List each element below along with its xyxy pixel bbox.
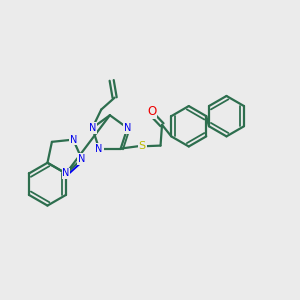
Text: N: N [70,135,77,145]
Text: N: N [95,144,103,154]
Text: N: N [62,169,70,178]
Text: O: O [147,105,156,118]
Text: N: N [78,154,85,164]
Text: N: N [89,123,96,133]
Text: S: S [139,141,146,151]
Text: N: N [124,123,131,133]
